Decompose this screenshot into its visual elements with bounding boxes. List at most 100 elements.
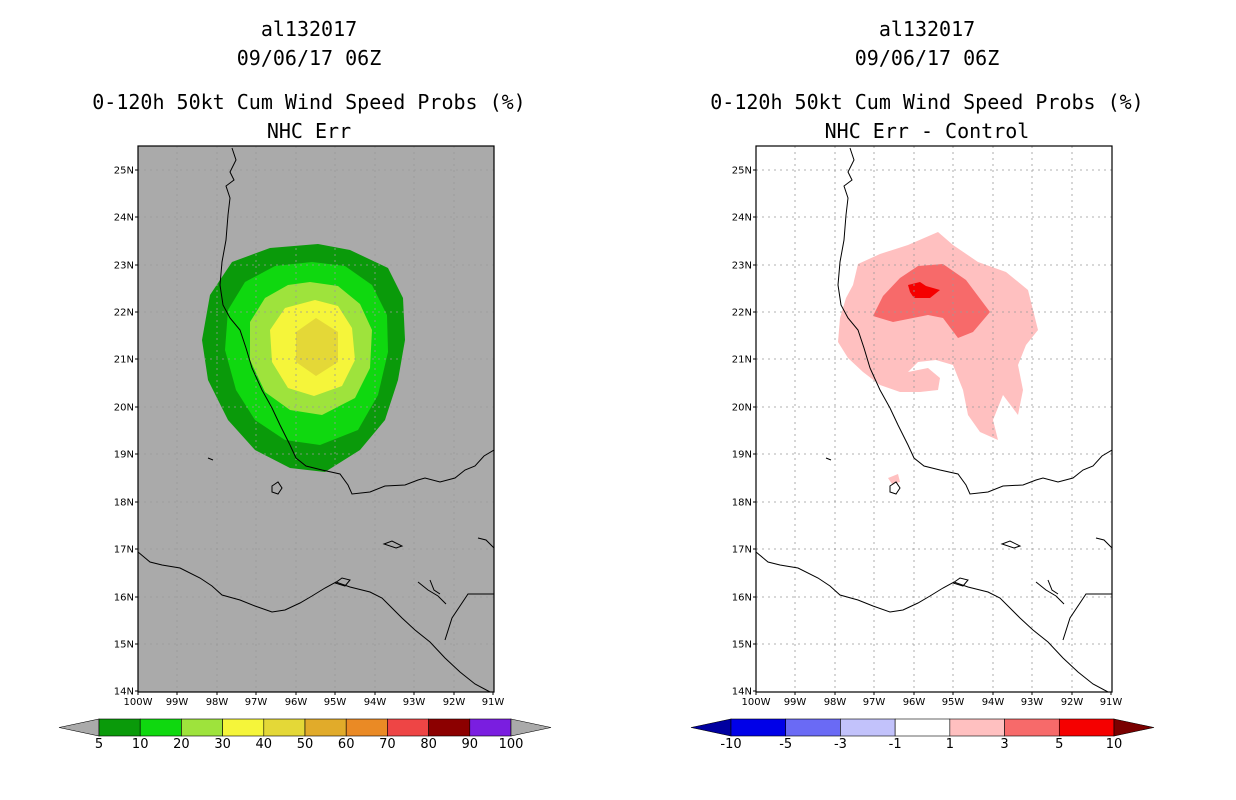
- colorbar-under-arrow: [690, 718, 732, 737]
- contour-3-to-5: [873, 264, 990, 338]
- lon-label: 92W: [1061, 697, 1084, 708]
- lon-label: 91W: [1100, 697, 1123, 708]
- product-subtitle: NHC Err: [266, 119, 352, 143]
- colorbar-label: -1: [889, 737, 902, 752]
- lon-label: 94W: [364, 697, 387, 708]
- colorbar-label: 20: [173, 737, 190, 752]
- colorbar-label: 5: [1055, 737, 1063, 752]
- lon-label: 99W: [784, 697, 807, 708]
- map-frame: [137, 145, 495, 693]
- lat-label: 15N: [732, 640, 752, 651]
- lat-lon-grid: [756, 146, 1112, 692]
- lat-label: 22N: [732, 308, 752, 319]
- colorbar-label: 3: [1000, 737, 1008, 752]
- lat-label: 20N: [114, 403, 134, 414]
- lat-label: 23N: [114, 261, 134, 272]
- lon-label: 91W: [482, 697, 505, 708]
- colorbar-label: 100: [499, 737, 524, 752]
- lat-label: 14N: [114, 687, 134, 698]
- colorbar-swatch: [894, 718, 951, 737]
- forecast-datetime: 09/06/17 06Z: [236, 46, 382, 70]
- colorbar-label: 10: [1106, 737, 1123, 752]
- lat-label: 25N: [114, 166, 134, 177]
- colorbar-swatch: [730, 718, 787, 737]
- lon-label: 98W: [206, 697, 229, 708]
- lat-label: 21N: [114, 355, 134, 366]
- colorbar-swatch: [949, 718, 1005, 737]
- forecast-datetime: 09/06/17 06Z: [854, 46, 1000, 70]
- contour-5-to-10: [908, 282, 940, 298]
- lat-label: 23N: [732, 261, 752, 272]
- colorbar: -10 -5 -3 -1 1 3 5 10: [690, 718, 1155, 752]
- lon-label: 92W: [443, 697, 466, 708]
- lon-label: 96W: [903, 697, 926, 708]
- colorbar-swatch: [785, 718, 841, 737]
- colorbar-label: 60: [338, 737, 355, 752]
- colorbar-swatch: [387, 718, 429, 737]
- lon-label: 98W: [824, 697, 847, 708]
- lon-label: 100W: [124, 697, 153, 708]
- lat-label: 21N: [732, 355, 752, 366]
- lon-label: 97W: [863, 697, 886, 708]
- product-title: 0-120h 50kt Cum Wind Speed Probs (%): [710, 90, 1144, 114]
- lat-lon-grid: [138, 146, 494, 692]
- lat-label: 14N: [732, 687, 752, 698]
- lat-label: 19N: [114, 450, 134, 461]
- lat-label: 18N: [114, 498, 134, 509]
- lon-label: 96W: [285, 697, 308, 708]
- coastline: [138, 147, 494, 692]
- lon-label: 93W: [403, 697, 426, 708]
- panel-nhc-err: al132017 09/06/17 06Z 0-120h 50kt Cum Wi…: [58, 17, 552, 752]
- lon-label: 99W: [166, 697, 189, 708]
- colorbar-label: 30: [214, 737, 231, 752]
- colorbar: 5 10 20 30 40 50 60 70 80 90 100: [58, 718, 552, 752]
- lat-label: 16N: [114, 593, 134, 604]
- product-subtitle: NHC Err - Control: [824, 119, 1030, 143]
- colorbar-label: 1: [946, 737, 954, 752]
- map-frame: [755, 145, 1113, 693]
- colorbar-swatch: [469, 718, 512, 737]
- lat-label: 15N: [114, 640, 134, 651]
- lat-label: 24N: [114, 213, 134, 224]
- product-title: 0-120h 50kt Cum Wind Speed Probs (%): [92, 90, 526, 114]
- lat-label: 17N: [732, 545, 752, 556]
- contour-small-blob: [888, 474, 900, 484]
- lon-label: 93W: [1021, 697, 1044, 708]
- colorbar-swatch: [181, 718, 223, 737]
- lon-label: 94W: [982, 697, 1005, 708]
- coastline: [756, 147, 1112, 692]
- lat-label: 18N: [732, 498, 752, 509]
- lat-label: 24N: [732, 213, 752, 224]
- storm-id: al132017: [878, 17, 976, 41]
- colorbar-over-arrow: [1113, 718, 1155, 737]
- map-background: [756, 146, 1112, 692]
- colorbar-swatch: [840, 718, 896, 737]
- colorbar-label: 90: [462, 737, 479, 752]
- lon-label: 95W: [324, 697, 347, 708]
- colorbar-swatch: [428, 718, 471, 737]
- contour-1-to-3: [838, 232, 1038, 440]
- storm-id: al132017: [260, 17, 358, 41]
- difference-map: 25N 24N 23N 22N 21N 20N 19N 18N 17N 16N 15N 14N100W…: [690, 145, 1155, 752]
- colorbar-label: -5: [779, 737, 792, 752]
- colorbar-label: 50: [297, 737, 314, 752]
- lon-label: 100W: [742, 697, 771, 708]
- contour-40: [296, 318, 338, 376]
- colorbar-label: 40: [256, 737, 273, 752]
- colorbar-over-arrow: [510, 718, 552, 737]
- colorbar-swatch: [1004, 718, 1060, 737]
- lat-label: 19N: [732, 450, 752, 461]
- lat-label: 16N: [732, 593, 752, 604]
- colorbar-swatch: [98, 718, 141, 737]
- colorbar-label: 80: [420, 737, 437, 752]
- colorbar-swatch: [1058, 718, 1115, 737]
- axis-labels: 25N 24N 23N 22N 21N 20N 19N 18N 17N 16N 15N 14N100W…: [114, 166, 505, 709]
- lat-label: 22N: [114, 308, 134, 319]
- colorbar-label: -10: [720, 737, 741, 752]
- colorbar-swatch: [139, 718, 182, 737]
- colorbar-label: 10: [132, 737, 149, 752]
- lat-label: 20N: [732, 403, 752, 414]
- lon-label: 97W: [245, 697, 268, 708]
- colorbar-label: 70: [379, 737, 396, 752]
- colorbar-label: 5: [95, 737, 103, 752]
